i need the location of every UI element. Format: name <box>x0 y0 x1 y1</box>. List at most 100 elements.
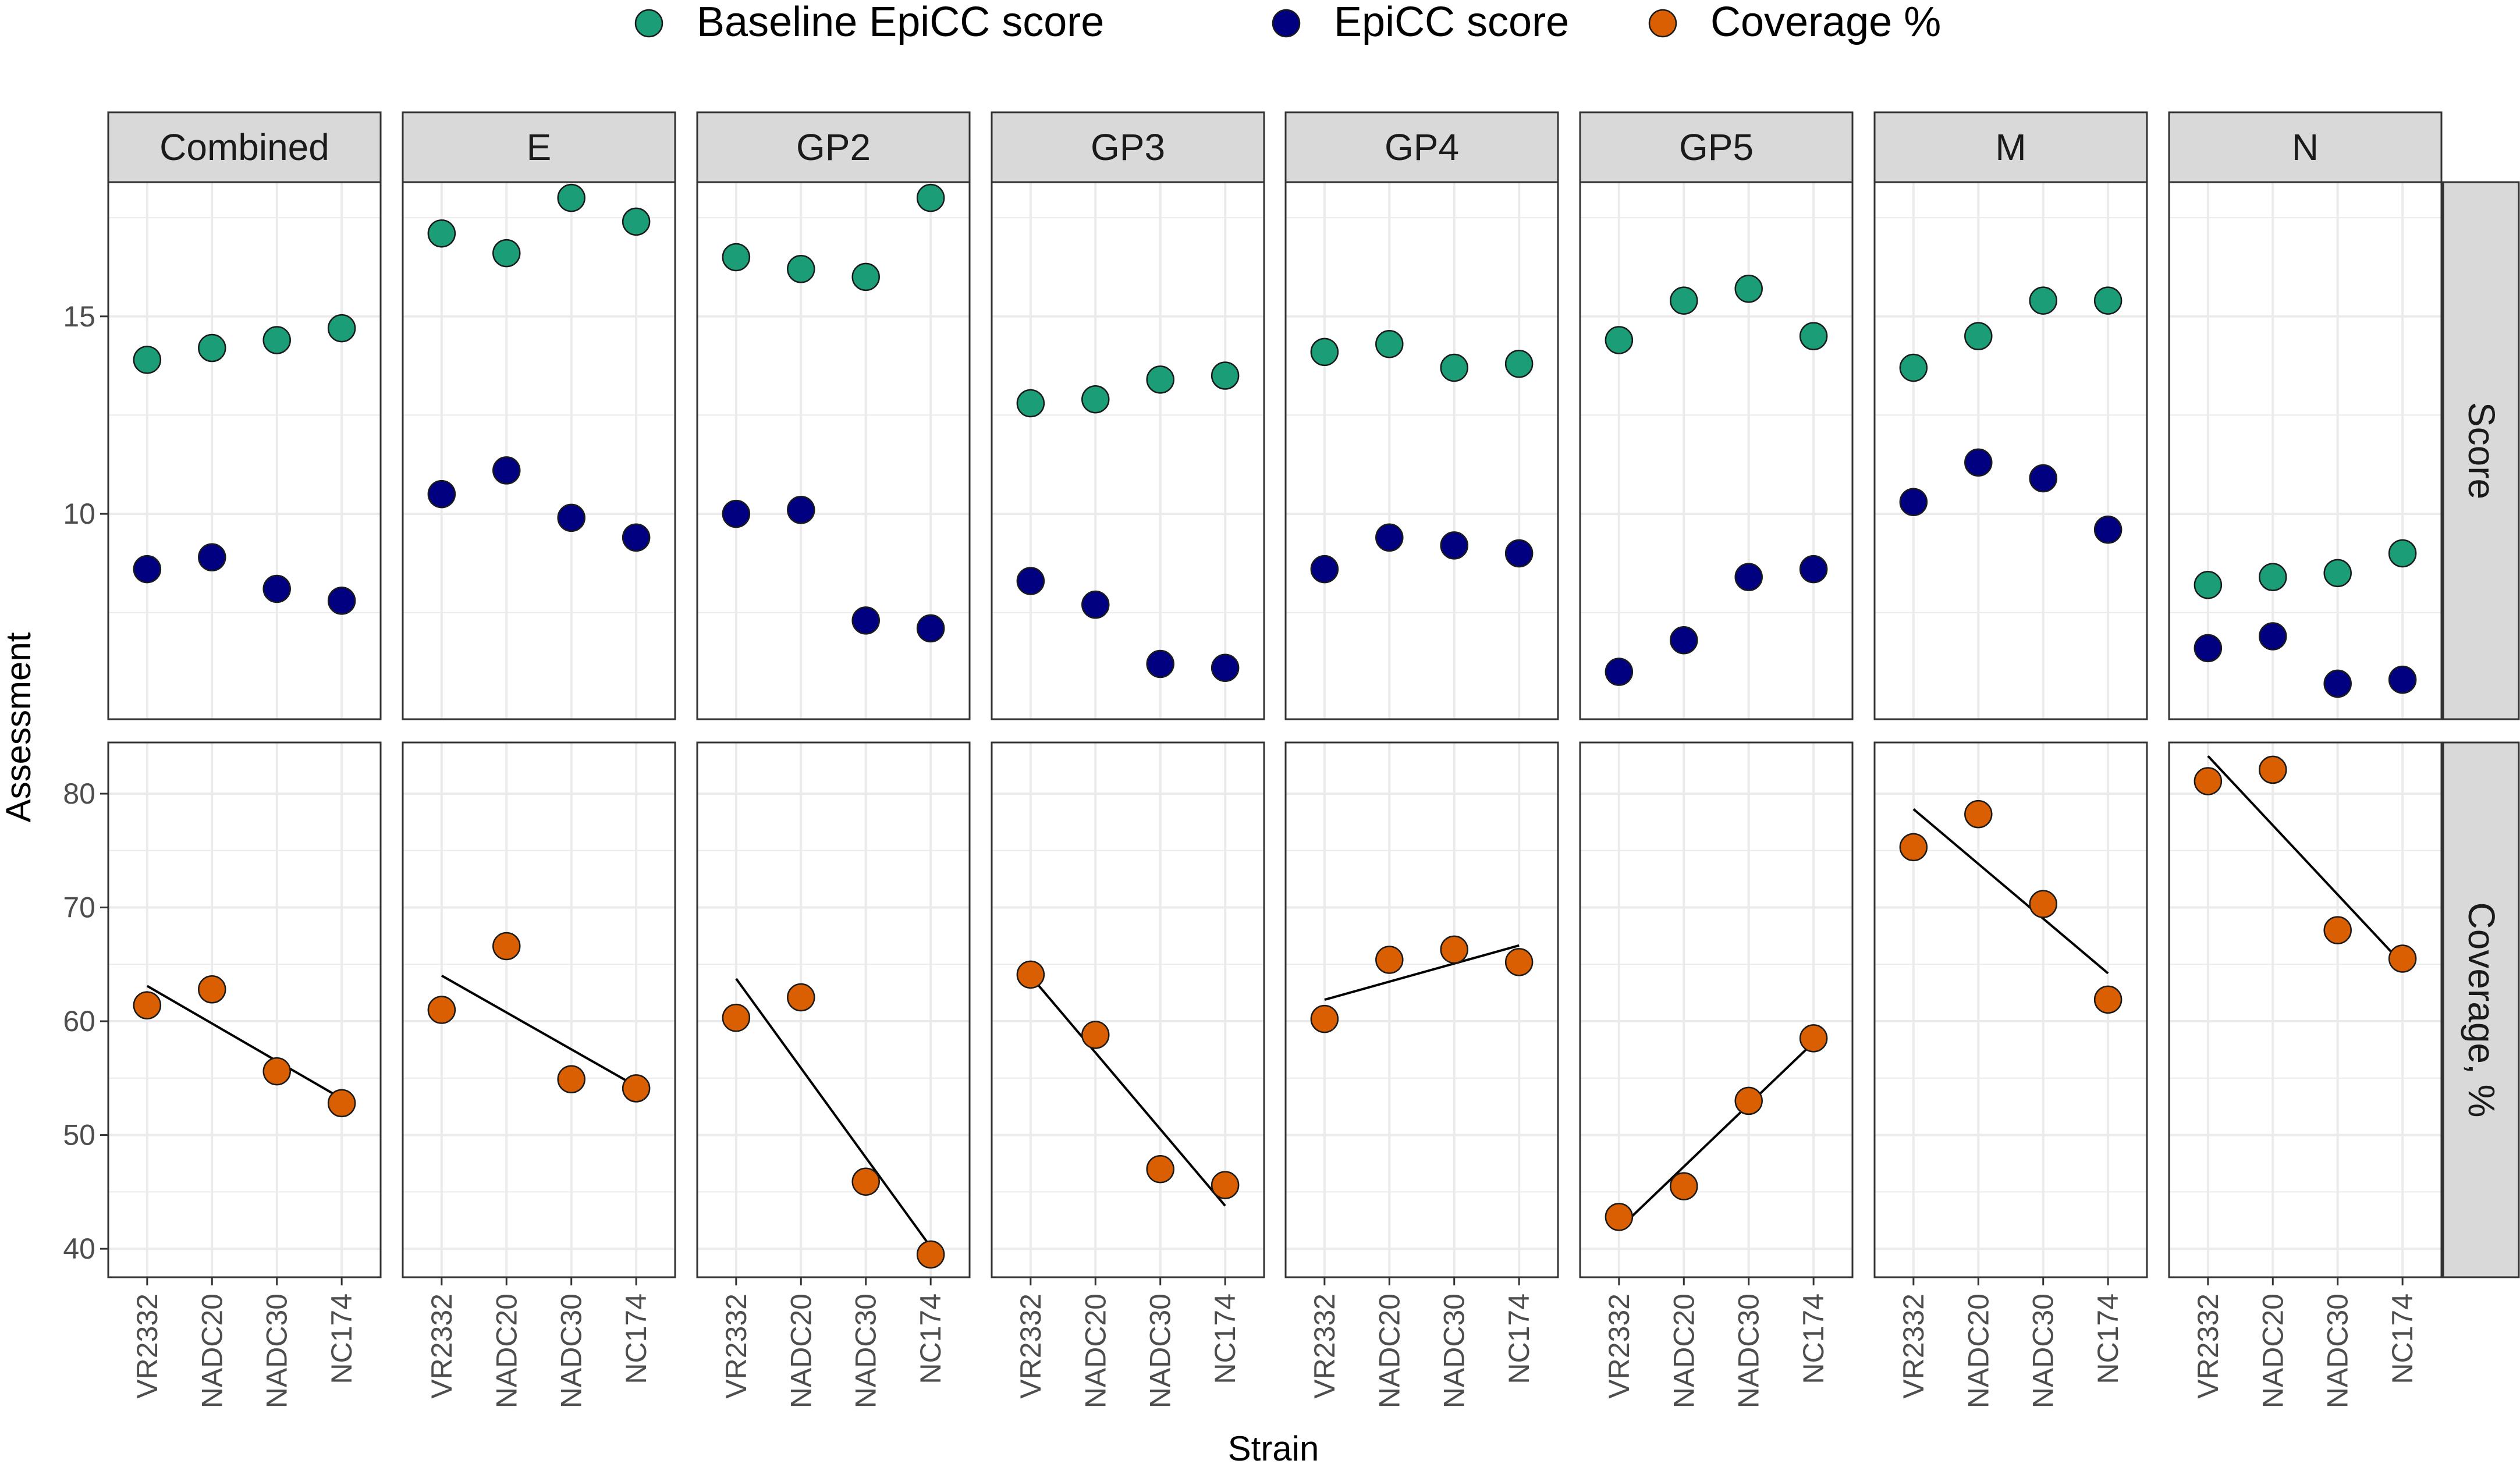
panel-border <box>402 181 676 720</box>
coverage-point-nadc30 <box>1146 1154 1174 1184</box>
panel-border <box>1284 741 1559 1278</box>
panel-border <box>2168 741 2443 1278</box>
facet-strip-label: N <box>2292 126 2319 168</box>
epicc-point-nadc20 <box>1964 448 1993 477</box>
panel-border <box>402 741 676 1278</box>
baseline-point-nc174 <box>1504 349 1534 378</box>
trend-line <box>441 974 637 1088</box>
x-tick-label: VR2332 <box>1603 1294 1635 1399</box>
epicc-point-nadc30 <box>557 503 585 532</box>
coverage-point-vr2332 <box>427 996 456 1024</box>
epicc-point-nadc30 <box>2323 669 2352 698</box>
y-tick-label: 10 <box>63 498 95 530</box>
panel-gp2-score <box>696 181 971 720</box>
panel-n-coverage <box>2168 741 2443 1278</box>
baseline-point-nadc20 <box>1081 385 1110 414</box>
facet-strip-label: Combined <box>159 126 329 168</box>
baseline-point-nc174 <box>2093 286 2123 315</box>
epicc-point-vr2332 <box>1605 658 1634 686</box>
panel-combined-coverage <box>107 741 382 1278</box>
x-tick-label: NC174 <box>2092 1294 2124 1384</box>
baseline-point-nadc30 <box>1440 353 1468 382</box>
panel-border <box>1579 181 1854 720</box>
facet-strip-gp3 <box>991 111 1265 183</box>
panel-background <box>403 182 675 719</box>
panel-background <box>2169 182 2441 719</box>
legend: Baseline EpiCC score EpiCC score Coverage … <box>634 0 1941 45</box>
facet-gp5: GP5 VR2332 NADC20 NADC30 NC174 <box>1579 111 1854 1408</box>
baseline-point-nadc30 <box>851 262 880 292</box>
x-tick-label: NADC30 <box>2322 1294 2354 1408</box>
panel-m-score <box>1873 181 2148 720</box>
x-tick-label: NC174 <box>914 1294 947 1384</box>
y-tick-label: 80 <box>63 777 95 810</box>
epicc-point-nadc30 <box>1440 531 1468 560</box>
coverage-point-vr2332 <box>2194 767 2223 795</box>
panel-n-score <box>2168 181 2443 720</box>
coverage-point-vr2332 <box>1016 960 1045 989</box>
x-tick-label: VR2332 <box>1014 1294 1047 1399</box>
trend-line <box>2207 755 2404 965</box>
coverage-point-vr2332 <box>1605 1203 1634 1231</box>
epicc-point-nc174 <box>1799 555 1828 584</box>
epicc-point-nc174 <box>2388 665 2417 694</box>
panel-gp2-coverage <box>696 741 971 1278</box>
coverage-point-nc174 <box>2093 985 2123 1014</box>
x-tick-label: VR2332 <box>2192 1294 2224 1399</box>
x-tick-label: NADC30 <box>555 1294 588 1408</box>
panel-border <box>1873 181 2148 720</box>
x-tick-label: NADC30 <box>2027 1294 2060 1408</box>
epicc-point-nc174 <box>1211 653 1240 683</box>
x-axis-title: Strain <box>1228 1429 1319 1468</box>
baseline-point-nadc20 <box>198 333 226 363</box>
coverage-point-nc174 <box>1504 948 1534 976</box>
x-tick-label: NADC20 <box>1373 1294 1405 1408</box>
baseline-point-nadc30 <box>2029 286 2057 315</box>
coverage-point-nc174 <box>916 1240 945 1269</box>
facet-strip-gp2 <box>696 111 971 183</box>
x-tick-label: NADC20 <box>196 1294 228 1408</box>
y-tick-label: 70 <box>63 891 95 924</box>
coverage-point-nadc30 <box>2323 916 2352 944</box>
x-tick-label: NC174 <box>1503 1294 1535 1384</box>
coverage-point-nadc30 <box>1734 1086 1763 1115</box>
baseline-point-nadc30 <box>557 183 585 212</box>
x-tick-label: VR2332 <box>425 1294 458 1399</box>
panel-border <box>696 741 971 1278</box>
facet-strip-m <box>1873 111 2148 183</box>
facet-combined: Combined VR2332 NADC20 NADC30 NC174 <box>107 111 382 1408</box>
panel-background <box>1286 182 1558 719</box>
baseline-point-nc174 <box>916 183 945 212</box>
epicc-point-nadc30 <box>2029 464 2057 493</box>
baseline-point-vr2332 <box>133 346 162 374</box>
trend-line <box>146 985 343 1100</box>
baseline-point-vr2332 <box>427 219 456 248</box>
epicc-point-nc174 <box>916 614 945 643</box>
facet-m: M VR2332 NADC20 NADC30 NC174 <box>1873 111 2148 1408</box>
coverage-point-nadc20 <box>1964 800 1993 829</box>
baseline-point-nc174 <box>327 314 356 343</box>
coverage-point-vr2332 <box>133 991 162 1019</box>
epicc-point-nadc20 <box>1375 523 1404 552</box>
epicc-point-nadc20 <box>1670 626 1698 655</box>
coverage-point-vr2332 <box>1899 833 1928 862</box>
coverage-point-nadc20 <box>2259 755 2287 784</box>
x-tick-label: NC174 <box>1209 1294 1241 1384</box>
panel-m-coverage <box>1873 741 2148 1278</box>
epicc-point-vr2332 <box>722 499 751 528</box>
trend-line <box>735 978 932 1248</box>
baseline-point-nc174 <box>1799 322 1828 350</box>
x-tick-label: VR2332 <box>1897 1294 1930 1399</box>
facet-strip-label: M <box>1995 126 2026 168</box>
facet-gp2: GP2 VR2332 NADC20 NADC30 NC174 <box>696 111 971 1408</box>
baseline-point-vr2332 <box>1899 353 1928 382</box>
coverage-point-nadc30 <box>851 1167 880 1196</box>
coverage-point-nadc30 <box>1440 935 1468 964</box>
panel-background <box>108 182 381 719</box>
baseline-point-vr2332 <box>1310 337 1339 367</box>
epicc-point-nc174 <box>2093 515 2123 544</box>
panel-background <box>2169 742 2441 1277</box>
baseline-point-vr2332 <box>2194 571 2223 599</box>
coverage-point-nadc20 <box>1081 1021 1110 1049</box>
legend-swatch-coverage <box>1648 9 1677 38</box>
